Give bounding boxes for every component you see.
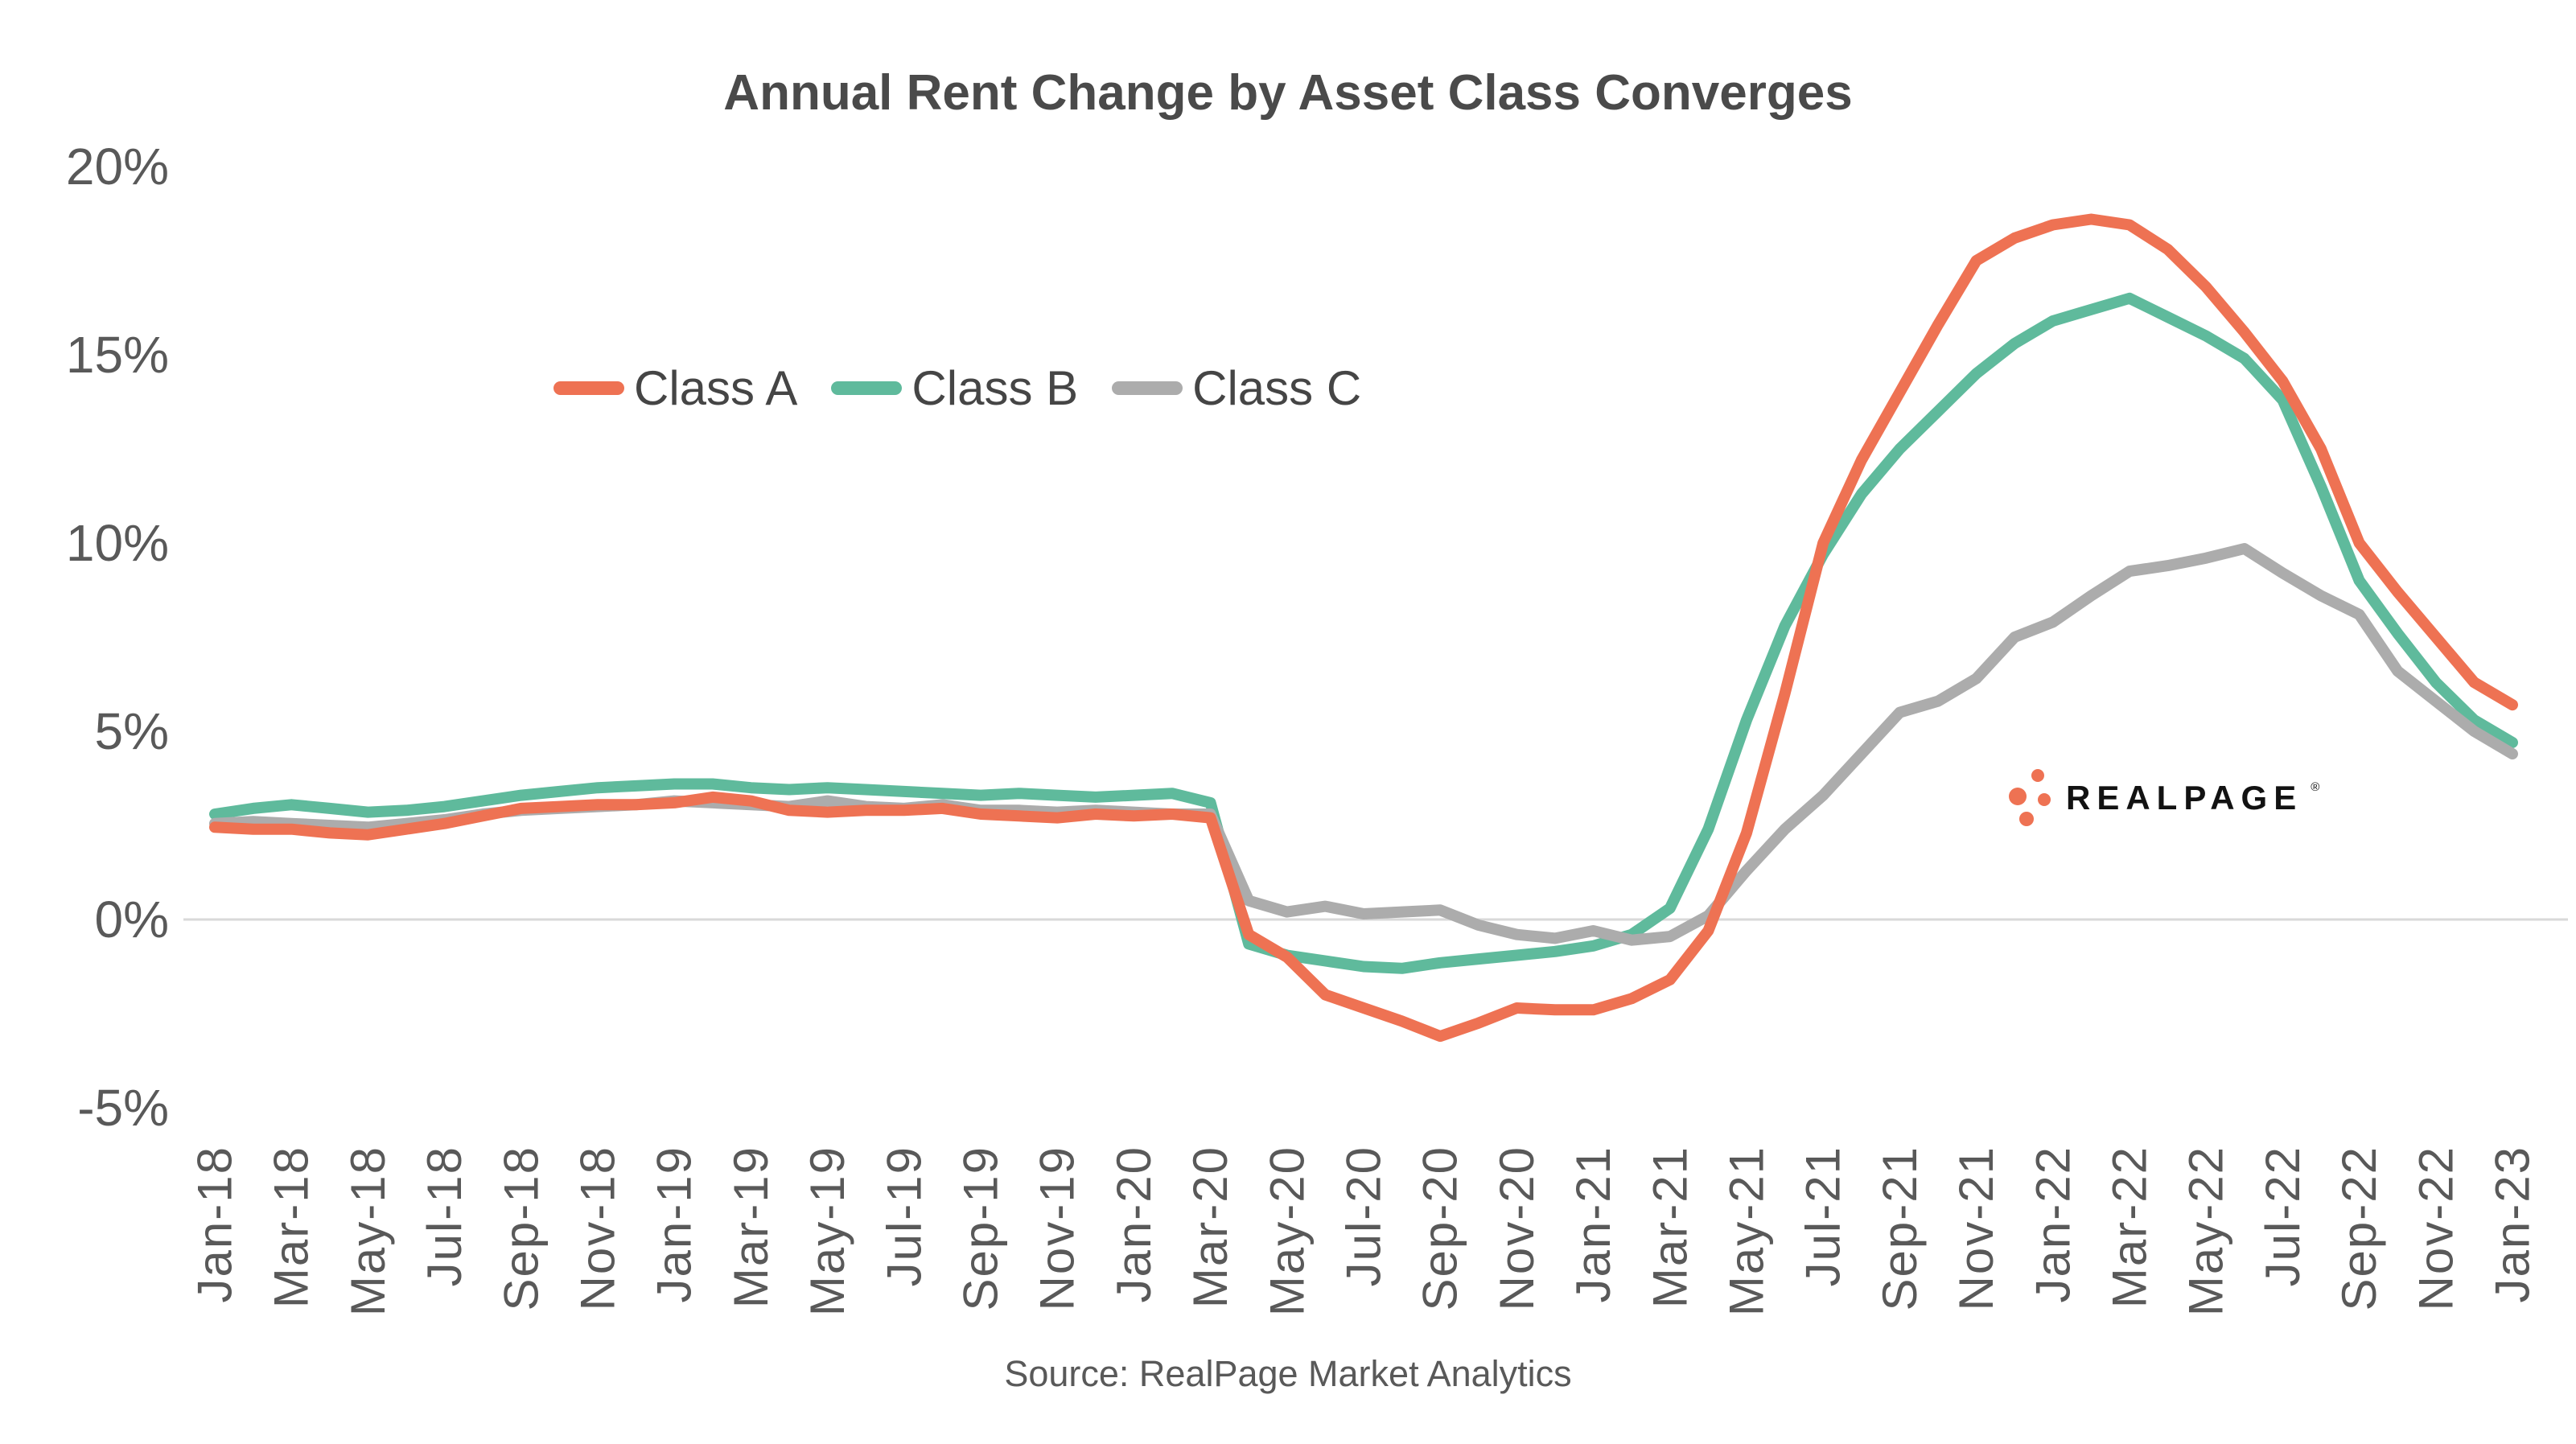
legend-item-class-b: Class B: [831, 360, 1078, 416]
line-series-class-b: [209, 292, 2518, 974]
x-axis-tick-label: Nov-18: [571, 1146, 625, 1310]
x-axis-tick-label: Jan-22: [2026, 1146, 2080, 1302]
x-axis-tick-label: Mar-20: [1183, 1146, 1237, 1308]
x-axis-tick-label: Jan-23: [2486, 1146, 2540, 1302]
legend-item-class-a: Class A: [553, 360, 797, 416]
x-axis-tick-label: May-21: [1720, 1146, 1774, 1316]
x-axis-tick-label: Sep-18: [494, 1146, 548, 1310]
x-axis-tick-label: Sep-20: [1414, 1146, 1467, 1310]
registered-mark: ®: [2311, 780, 2320, 794]
x-axis-tick-label: Nov-22: [2409, 1146, 2463, 1310]
x-axis-tick-label: Mar-19: [724, 1146, 778, 1308]
y-axis-tick-label: 20%: [66, 138, 169, 195]
line-series-class-c: [209, 543, 2518, 946]
x-axis-tick-label: Nov-20: [1490, 1146, 1544, 1310]
legend-label-class-b: Class B: [911, 361, 1079, 415]
x-axis-tick-label: Jan-19: [648, 1146, 702, 1302]
realpage-logo: REALPAGE ®: [2008, 766, 2323, 830]
x-axis-tick-label: Jul-20: [1337, 1146, 1391, 1286]
x-axis-tick-label: May-19: [800, 1146, 854, 1316]
legend-label-class-a: Class A: [634, 361, 798, 415]
legend: Class A Class B Class C: [553, 360, 1361, 416]
y-axis-tick-label: 5%: [95, 702, 170, 760]
x-axis-tick-label: May-18: [341, 1146, 395, 1316]
x-axis-tick-label: May-22: [2179, 1146, 2233, 1316]
x-axis-tick-label: Jan-18: [188, 1146, 242, 1302]
x-axis-tick-label: Sep-19: [954, 1146, 1008, 1310]
x-axis-tick-label: May-20: [1260, 1146, 1314, 1316]
y-axis-tick-label: 15%: [66, 326, 169, 384]
class-c-swatch-icon: [1112, 381, 1183, 395]
line-series-class-a: [209, 213, 2518, 1043]
x-axis-tick-label: Mar-22: [2103, 1146, 2157, 1308]
y-axis-tick-label: 0%: [95, 891, 170, 948]
realpage-dots-icon: [2009, 769, 2051, 826]
x-axis-tick-label: Mar-18: [265, 1146, 319, 1308]
x-axis-tick-label: Nov-21: [1949, 1146, 2003, 1310]
y-axis-tick-label: 10%: [66, 514, 169, 572]
x-axis-tick-label: Sep-21: [1873, 1146, 1927, 1310]
x-axis-tick-label: Sep-22: [2332, 1146, 2386, 1310]
class-a-swatch-icon: [553, 381, 624, 395]
x-axis-tick-label: Nov-19: [1031, 1146, 1084, 1310]
x-axis-tick-label: Jan-20: [1107, 1146, 1161, 1302]
x-axis-tick-label: Jul-18: [418, 1146, 471, 1286]
class-b-swatch-icon: [831, 381, 903, 395]
x-axis-tick-label: Mar-21: [1643, 1146, 1697, 1308]
chart-title: Annual Rent Change by Asset Class Conver…: [723, 65, 1853, 121]
source-caption: Source: RealPage Market Analytics: [1004, 1353, 1572, 1394]
realpage-logo-text: REALPAGE: [2066, 779, 2303, 817]
legend-item-class-c: Class C: [1112, 360, 1361, 416]
y-axis-tick-label: -5%: [77, 1079, 169, 1137]
legend-label-class-c: Class C: [1192, 361, 1362, 415]
x-axis-tick-label: Jan-21: [1566, 1146, 1620, 1302]
x-axis-tick-label: Jul-22: [2256, 1146, 2310, 1286]
x-axis-tick-label: Jul-21: [1796, 1146, 1850, 1286]
x-axis-tick-label: Jul-19: [877, 1146, 931, 1286]
